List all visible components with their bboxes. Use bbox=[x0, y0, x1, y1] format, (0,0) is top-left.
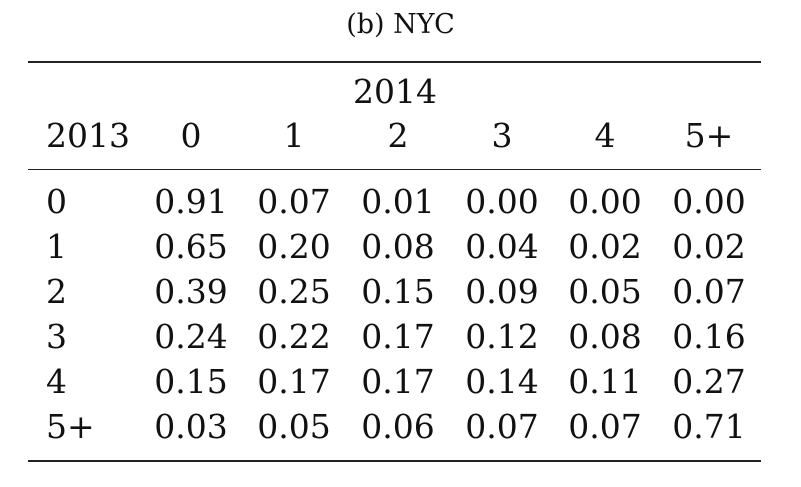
table-cell: 0.00 bbox=[568, 182, 642, 221]
table-cell: 0.06 bbox=[361, 407, 435, 446]
table-cell: 0.11 bbox=[568, 362, 642, 401]
table-cell: 0.15 bbox=[154, 362, 228, 401]
table-caption: (b) NYC bbox=[346, 9, 455, 40]
table-cell: 0.07 bbox=[568, 407, 642, 446]
table-cell: 0.39 bbox=[154, 272, 228, 311]
row-label: 4 bbox=[46, 362, 67, 401]
table-cell: 0.09 bbox=[465, 272, 539, 311]
table-cell: 0.16 bbox=[672, 317, 746, 356]
column-header: 3 bbox=[491, 116, 513, 155]
row-header-label: 2013 bbox=[46, 116, 130, 155]
table-cell: 0.08 bbox=[568, 317, 642, 356]
table-cell: 0.02 bbox=[568, 227, 642, 266]
table-cell: 0.25 bbox=[257, 272, 331, 311]
table-cell: 0.22 bbox=[257, 317, 331, 356]
column-group-header: 2014 bbox=[353, 72, 437, 111]
table-cell: 0.20 bbox=[257, 227, 331, 266]
column-header: 4 bbox=[594, 116, 616, 155]
table-cell: 0.14 bbox=[465, 362, 539, 401]
table-cell: 0.71 bbox=[672, 407, 746, 446]
table-cell: 0.07 bbox=[465, 407, 539, 446]
column-header: 0 bbox=[180, 116, 202, 155]
table-cell: 0.12 bbox=[465, 317, 539, 356]
table-cell: 0.17 bbox=[257, 362, 331, 401]
table-cell: 0.65 bbox=[154, 227, 228, 266]
table-cell: 0.00 bbox=[672, 182, 746, 221]
row-label: 0 bbox=[46, 182, 67, 221]
table-cell: 0.07 bbox=[257, 182, 331, 221]
table-cell: 0.08 bbox=[361, 227, 435, 266]
header-rule bbox=[28, 169, 761, 170]
table-cell: 0.15 bbox=[361, 272, 435, 311]
table-cell: 0.24 bbox=[154, 317, 228, 356]
table-cell: 0.17 bbox=[361, 362, 435, 401]
column-header: 5+ bbox=[684, 116, 734, 155]
table-cell: 0.01 bbox=[361, 182, 435, 221]
row-label: 5+ bbox=[46, 407, 95, 446]
table-cell: 0.05 bbox=[568, 272, 642, 311]
table-cell: 0.04 bbox=[465, 227, 539, 266]
table-cell: 0.02 bbox=[672, 227, 746, 266]
table-cell: 0.07 bbox=[672, 272, 746, 311]
table-cell: 0.17 bbox=[361, 317, 435, 356]
row-label: 1 bbox=[46, 227, 67, 266]
table-cell: 0.05 bbox=[257, 407, 331, 446]
bottom-rule bbox=[28, 460, 761, 462]
column-header: 2 bbox=[387, 116, 409, 155]
table-cell: 0.91 bbox=[154, 182, 228, 221]
row-label: 3 bbox=[46, 317, 67, 356]
column-header: 1 bbox=[283, 116, 305, 155]
table-cell: 0.27 bbox=[672, 362, 746, 401]
table-cell: 0.00 bbox=[465, 182, 539, 221]
top-rule bbox=[28, 61, 761, 63]
row-label: 2 bbox=[46, 272, 67, 311]
table-cell: 0.03 bbox=[154, 407, 228, 446]
